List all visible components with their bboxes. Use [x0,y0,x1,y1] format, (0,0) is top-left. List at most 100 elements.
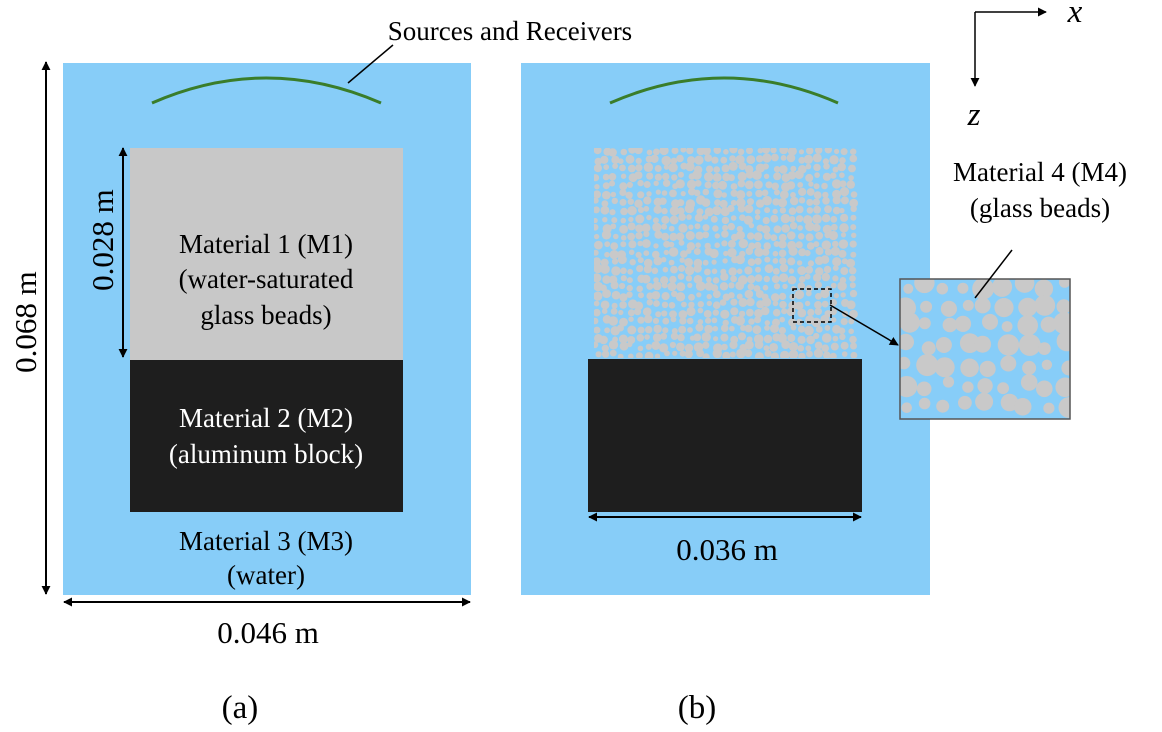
glass-bead [721,230,729,238]
zoom-glass-bead [900,376,918,398]
glass-bead [620,241,627,248]
glass-bead [669,215,679,225]
glass-bead [620,235,627,241]
glass-bead [822,197,830,205]
glass-bead [796,260,803,266]
glass-bead [761,148,771,154]
glass-bead [829,155,839,165]
zoom-glass-bead [916,354,939,377]
dimension-label-width-b: 0.036 m [676,532,778,567]
glass-bead [815,247,824,255]
glass-bead [778,327,787,335]
glass-bead [754,340,764,350]
panel-a-material-2-block [130,360,403,512]
glass-bead [694,180,702,187]
glass-bead [779,263,789,273]
glass-bead [840,196,849,205]
glass-bead [813,332,820,340]
glass-bead [745,170,755,179]
glass-bead [722,293,731,301]
glass-bead [693,189,701,197]
glass-bead [763,334,773,344]
glass-bead [828,230,839,241]
glass-bead [744,289,754,299]
glass-bead [721,216,730,225]
glass-bead [840,267,849,275]
glass-bead [850,205,857,212]
glass-bead [806,188,815,196]
dimension-label-width-a: 0.046 m [217,615,319,650]
zoom-glass-bead [958,395,972,410]
glass-bead [757,148,763,154]
glass-bead [602,275,611,284]
glass-bead [764,264,774,274]
glass-bead [684,350,693,358]
glass-bead [644,351,654,358]
glass-bead [719,282,729,291]
glass-bead [839,157,846,164]
glass-bead [839,172,845,178]
glass-bead [805,233,814,242]
glass-bead [786,153,796,163]
glass-bead [727,239,736,248]
glass-bead [730,215,737,221]
glass-bead [663,240,671,248]
m1-label-line1: Material 1 (M1) [179,229,353,259]
glass-bead [594,326,601,334]
glass-bead [634,148,643,155]
glass-bead [848,328,854,335]
glass-bead [850,342,857,350]
m3-label-line1: Material 3 (M3) [179,526,353,556]
zoom-glass-bead [1036,380,1053,398]
glass-bead [821,300,829,308]
glass-bead [637,316,645,324]
glass-bead [822,172,832,181]
zoom-glass-bead [1043,402,1055,414]
glass-bead [627,325,637,335]
glass-bead [684,343,694,353]
zoom-glass-bead [1000,355,1017,372]
glass-bead [702,353,710,358]
glass-bead [839,207,845,214]
glass-bead [637,206,645,214]
glass-bead [594,308,601,317]
zoom-glass-bead [1020,374,1038,391]
glass-bead [654,165,662,172]
glass-bead [850,251,857,258]
glass-bead [713,336,719,342]
glass-bead [815,148,823,154]
glass-bead [772,198,780,206]
glass-bead [714,242,720,248]
glass-bead [770,148,777,154]
glass-bead [675,292,686,302]
glass-bead [736,348,746,358]
glass-bead [824,205,832,214]
glass-bead [763,275,770,283]
glass-bead [668,259,675,266]
glass-bead [627,164,636,173]
glass-bead [840,292,846,298]
glass-bead [712,225,719,232]
glass-bead [608,148,617,157]
glass-bead [762,153,772,163]
glass-bead [646,299,653,306]
glass-bead [661,301,669,308]
glass-bead [625,154,635,164]
glass-bead [677,199,685,207]
glass-bead [736,293,743,300]
glass-bead [638,292,644,299]
glass-bead [798,149,805,155]
zoom-glass-bead [1001,321,1013,332]
glass-bead [706,276,712,283]
glass-bead [661,282,668,289]
glass-bead [688,224,694,230]
glass-bead [659,148,669,156]
glass-bead [711,284,719,292]
glass-bead [771,275,780,284]
glass-bead [704,154,713,162]
glass-bead [704,324,713,334]
glass-bead [815,267,824,276]
glass-bead [754,180,763,190]
glass-bead [740,325,747,331]
glass-bead [617,324,624,332]
